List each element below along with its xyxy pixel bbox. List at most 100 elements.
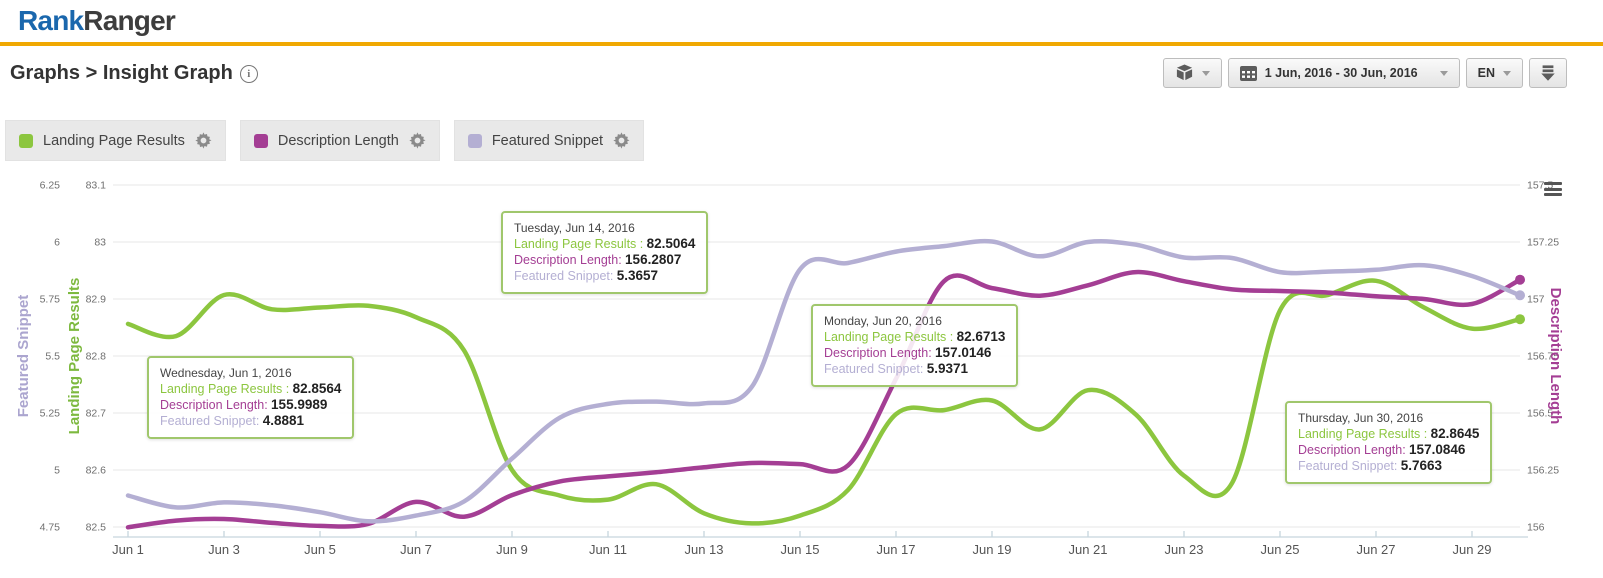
tooltip-date: Wednesday, Jun 1, 2016 bbox=[160, 366, 292, 380]
legend-chip-label: Landing Page Results bbox=[43, 132, 185, 149]
app-logo[interactable]: RankRanger bbox=[18, 5, 176, 37]
svg-text:5.25: 5.25 bbox=[40, 408, 61, 420]
logo-ranger: Ranger bbox=[83, 5, 175, 36]
product-picker-button[interactable] bbox=[1162, 58, 1222, 88]
top-bar: RankRanger bbox=[0, 0, 1603, 42]
svg-text:Jun 25: Jun 25 bbox=[1260, 542, 1299, 557]
legend-chip-label: Featured Snippet bbox=[491, 132, 604, 149]
tooltip-row: Description Length: 155.9989 bbox=[160, 397, 328, 412]
landing-page-results-axis-labels: 83.1 83 82.9 82.8 82.7 82.6 82.5 bbox=[86, 180, 107, 534]
svg-text:5: 5 bbox=[54, 465, 60, 477]
series-line-lpr[interactable] bbox=[125, 278, 1523, 526]
tooltip-row: Landing Page Results : 82.6713 bbox=[824, 329, 1006, 344]
chart-tooltip: Thursday, Jun 30, 2016 Landing Page Resul… bbox=[1285, 401, 1493, 484]
svg-text:Jun 7: Jun 7 bbox=[400, 542, 432, 557]
svg-text:82.9: 82.9 bbox=[86, 294, 107, 306]
landing-page-results-axis-title: Landing Page Results bbox=[66, 278, 83, 435]
tooltip-row: Featured Snippet: 5.3657 bbox=[514, 268, 659, 283]
gear-icon[interactable] bbox=[409, 132, 426, 149]
cube-icon bbox=[1176, 64, 1192, 81]
svg-text:Jun 11: Jun 11 bbox=[589, 542, 627, 557]
tooltip-row: Featured Snippet: 5.7663 bbox=[1298, 458, 1443, 473]
featured-snippet-axis-labels: 6.25 6 5.75 5.5 5.25 5 4.75 bbox=[40, 180, 61, 534]
svg-text:83.1: 83.1 bbox=[86, 180, 107, 192]
legend-chip-label: Description Length bbox=[277, 132, 399, 149]
svg-text:4.75: 4.75 bbox=[40, 522, 61, 534]
featured-snippet-axis-title: Featured Snippet bbox=[15, 295, 32, 418]
svg-text:82.8: 82.8 bbox=[86, 351, 107, 363]
svg-text:Jun 3: Jun 3 bbox=[208, 542, 240, 557]
svg-text:83: 83 bbox=[94, 237, 106, 249]
svg-text:Jun 9: Jun 9 bbox=[496, 542, 528, 557]
chart-context-menu-button[interactable] bbox=[1544, 182, 1562, 196]
tooltip-row: Description Length: 157.0146 bbox=[824, 345, 992, 360]
chart-tooltip: Tuesday, Jun 14, 2016 Landing Page Result… bbox=[501, 211, 709, 294]
svg-text:Jun 23: Jun 23 bbox=[1164, 542, 1203, 557]
svg-text:Jun 13: Jun 13 bbox=[684, 542, 723, 557]
legend-chip-description-length[interactable]: Description Length bbox=[239, 120, 440, 161]
tooltip-row: Landing Page Results : 82.8564 bbox=[160, 381, 342, 396]
svg-text:Jun 15: Jun 15 bbox=[780, 542, 819, 557]
insight-graph-chart: 6.25 6 5.75 5.5 5.25 5 4.75 83.1 83 82.9 82.8 82.7 8… bbox=[0, 170, 1603, 578]
chevron-down-icon bbox=[1503, 70, 1511, 76]
chart-tooltip: Monday, Jun 20, 2016 Landing Page Results… bbox=[811, 304, 1019, 387]
chart-tooltip: Wednesday, Jun 1, 2016 Landing Page Resul… bbox=[147, 356, 355, 439]
series-line-dl[interactable] bbox=[125, 269, 1523, 530]
date-range-button[interactable]: 1 Jun, 2016 - 30 Jun, 2016 bbox=[1227, 58, 1460, 88]
svg-text:Jun 1: Jun 1 bbox=[112, 542, 144, 557]
description-length-axis-title: Description Length bbox=[1547, 288, 1564, 425]
svg-text:156.75: 156.75 bbox=[1527, 351, 1559, 363]
download-icon bbox=[1541, 64, 1555, 81]
tooltip-row: Featured Snippet: 4.8881 bbox=[160, 413, 305, 428]
tooltip-row: Landing Page Results : 82.5064 bbox=[514, 236, 696, 251]
series-end-marker[interactable] bbox=[1515, 314, 1525, 325]
series-end-marker[interactable] bbox=[1515, 290, 1525, 301]
x-axis: Jun 1 Jun 3 Jun 5 Jun 7 Jun 9 Jun 11 Jun 13 Jun… bbox=[112, 531, 1528, 557]
svg-text:82.7: 82.7 bbox=[86, 408, 107, 420]
tooltip-row: Description Length: 157.0846 bbox=[1298, 442, 1466, 457]
gear-icon[interactable] bbox=[613, 132, 630, 149]
series-color-swatch bbox=[467, 133, 482, 148]
svg-text:Jun 29: Jun 29 bbox=[1452, 542, 1491, 557]
tooltip-row: Description Length: 156.2807 bbox=[514, 252, 682, 267]
svg-text:156.5: 156.5 bbox=[1527, 408, 1553, 420]
svg-text:5.5: 5.5 bbox=[45, 351, 60, 363]
svg-text:156: 156 bbox=[1527, 522, 1545, 534]
legend-chip-landing-page-results[interactable]: Landing Page Results bbox=[5, 120, 226, 161]
series-legend: Landing Page Results Description Length Fe… bbox=[5, 120, 1603, 161]
svg-text:Jun 27: Jun 27 bbox=[1356, 542, 1395, 557]
series-end-marker[interactable] bbox=[1515, 274, 1525, 285]
svg-text:157.25: 157.25 bbox=[1527, 237, 1559, 249]
svg-text:82.5: 82.5 bbox=[86, 522, 107, 534]
tooltip-row: Landing Page Results : 82.8645 bbox=[1298, 426, 1480, 441]
tooltip-date: Monday, Jun 20, 2016 bbox=[824, 314, 942, 328]
language-label: EN bbox=[1477, 66, 1495, 80]
svg-text:6.25: 6.25 bbox=[40, 180, 61, 192]
toolbar: 1 Jun, 2016 - 30 Jun, 2016 EN bbox=[1162, 58, 1567, 88]
tooltip-date: Tuesday, Jun 14, 2016 bbox=[514, 221, 635, 235]
series-line-fs[interactable] bbox=[125, 238, 1523, 524]
info-icon[interactable]: i bbox=[239, 64, 258, 83]
chevron-down-icon bbox=[1201, 70, 1210, 76]
chevron-down-icon bbox=[1439, 70, 1448, 76]
svg-text:Jun 17: Jun 17 bbox=[876, 542, 915, 557]
tooltip-row: Featured Snippet: 5.9371 bbox=[824, 361, 969, 376]
breadcrumb: Graphs > Insight Graph bbox=[10, 62, 233, 84]
series-color-swatch bbox=[253, 133, 268, 148]
legend-chip-featured-snippet[interactable]: Featured Snippet bbox=[453, 120, 645, 161]
svg-text:6: 6 bbox=[54, 237, 60, 249]
calendar-icon bbox=[1239, 65, 1257, 81]
svg-text:Jun 19: Jun 19 bbox=[972, 542, 1011, 557]
svg-text:Jun 5: Jun 5 bbox=[304, 542, 336, 557]
download-button[interactable] bbox=[1529, 58, 1567, 88]
svg-text:157: 157 bbox=[1527, 294, 1545, 306]
language-button[interactable]: EN bbox=[1465, 58, 1523, 88]
svg-text:82.6: 82.6 bbox=[86, 465, 107, 477]
logo-rank: Rank bbox=[18, 5, 84, 36]
svg-text:Jun 21: Jun 21 bbox=[1068, 542, 1107, 557]
svg-text:156.25: 156.25 bbox=[1527, 465, 1559, 477]
tooltip-date: Thursday, Jun 30, 2016 bbox=[1298, 411, 1424, 425]
gold-divider bbox=[0, 42, 1603, 46]
gear-icon[interactable] bbox=[195, 132, 212, 149]
